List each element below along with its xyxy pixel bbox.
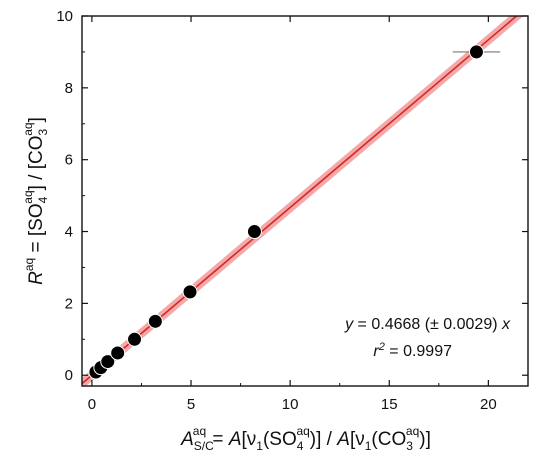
y-tick-label: 2 xyxy=(65,295,73,312)
y-axis-ticks: 0 2 4 6 8 10 xyxy=(56,8,528,384)
fit-equation: y = 0.4668 (± 0.0029) x xyxy=(344,316,511,333)
data-point xyxy=(246,224,262,240)
y-tick-label: 0 xyxy=(65,367,73,384)
r-squared: r2 = 0.9997 xyxy=(373,341,452,360)
x-tick-label: 10 xyxy=(282,396,299,413)
x-tick-label: 20 xyxy=(480,396,497,413)
x-tick-label: 0 xyxy=(88,396,96,413)
x-axis-ticks: 0 5 10 15 20 xyxy=(88,16,497,413)
data-point xyxy=(100,354,116,370)
x-axis-label: AS/Caq = A[ν1(SO4aq)] / A[ν1(CO3aq)] xyxy=(180,424,431,453)
data-points xyxy=(88,44,484,380)
x-tick-label: 15 xyxy=(381,396,398,413)
y-tick-label: 4 xyxy=(65,224,73,241)
x-tick-label: 5 xyxy=(187,396,195,413)
plot-frame xyxy=(81,15,529,387)
data-point xyxy=(468,44,484,60)
data-point xyxy=(147,313,163,329)
y-tick-label: 6 xyxy=(65,152,73,169)
y-tick-label: 8 xyxy=(65,80,73,97)
y-axis-label: Raq = [SO4aq] / [CO3aq] xyxy=(21,117,50,285)
y-tick-label: 10 xyxy=(56,8,73,25)
data-point xyxy=(182,284,198,300)
data-point xyxy=(127,331,143,347)
data-point xyxy=(110,345,126,361)
